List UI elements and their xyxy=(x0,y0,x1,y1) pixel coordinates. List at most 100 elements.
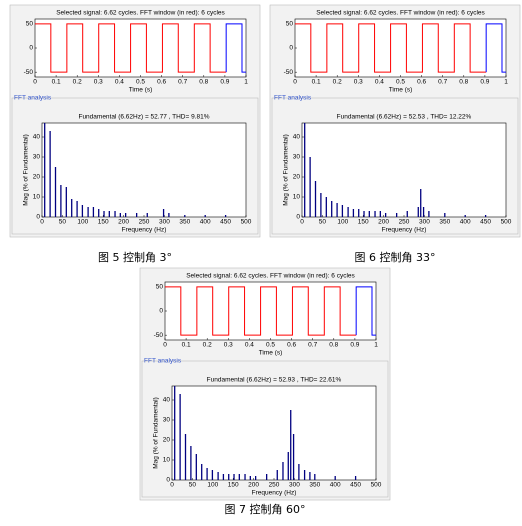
y-tick-label: 0 xyxy=(36,214,40,221)
x-tick-label: 200 xyxy=(118,219,129,226)
x-tick-label: 50 xyxy=(189,482,197,489)
x-tick-label: 0 xyxy=(293,79,297,86)
x-tick-label: 0.3 xyxy=(354,79,363,86)
chart-title: Selected signal: 6.62 cycles. FFT window… xyxy=(186,273,355,280)
y-tick-label: 30 xyxy=(33,154,41,161)
y-tick-label: -50 xyxy=(24,69,34,76)
chart-title: Selected signal: 6.62 cycles. FFT window… xyxy=(316,10,485,17)
y-tick-label: 10 xyxy=(33,194,41,201)
x-tick-label: 350 xyxy=(309,482,320,489)
x-tick-label: 50 xyxy=(59,219,67,226)
x-tick-label: 100 xyxy=(337,219,348,226)
x-tick-label: 0.5 xyxy=(266,342,275,349)
x-tick-label: 0.9 xyxy=(480,79,489,86)
x-tick-label: 200 xyxy=(378,219,389,226)
y-tick-label: 40 xyxy=(293,134,301,141)
x-tick-label: 250 xyxy=(399,219,410,226)
y-tick-label: 50 xyxy=(156,284,164,291)
x-tick-label: 250 xyxy=(139,219,150,226)
chart-title: Fundamental (6.62Hz) = 52.53 , THD= 12.2… xyxy=(337,114,472,121)
x-tick-label: 250 xyxy=(269,482,280,489)
signal-line xyxy=(485,23,506,73)
x-tick-label: 1 xyxy=(244,79,248,86)
x-tick-label: 400 xyxy=(200,219,211,226)
x-tick-label: 300 xyxy=(289,482,300,489)
y-tick-label: -50 xyxy=(284,69,294,76)
y-tick-label: 0 xyxy=(159,308,163,315)
x-tick-label: 500 xyxy=(241,219,252,226)
plot-area xyxy=(164,281,377,341)
y-tick-label: 0 xyxy=(166,477,170,484)
group-label: FFT analysis xyxy=(14,95,52,102)
x-tick-label: 0.4 xyxy=(375,79,384,86)
x-tick-label: 0.4 xyxy=(115,79,124,86)
plot-area xyxy=(34,18,247,78)
x-tick-label: 0.1 xyxy=(182,342,191,349)
x-tick-label: 0.2 xyxy=(203,342,212,349)
x-tick-label: 300 xyxy=(419,219,430,226)
x-tick-label: 0.7 xyxy=(308,342,317,349)
x-axis-label: Frequency (Hz) xyxy=(122,227,167,234)
y-tick-label: 0 xyxy=(289,45,293,52)
plot-area xyxy=(294,18,507,78)
x-tick-label: 350 xyxy=(179,219,190,226)
x-axis-label: Time (s) xyxy=(259,350,283,357)
x-tick-label: 0.6 xyxy=(157,79,166,86)
plot-area xyxy=(41,122,247,218)
x-tick-label: 50 xyxy=(319,219,327,226)
x-tick-label: 0 xyxy=(300,219,304,226)
x-tick-label: 0.8 xyxy=(199,79,208,86)
x-tick-label: 0 xyxy=(170,482,174,489)
x-tick-label: 1 xyxy=(374,342,378,349)
x-axis-label: Frequency (Hz) xyxy=(382,227,427,234)
group-label: FFT analysis xyxy=(274,95,312,102)
signal-line xyxy=(225,23,246,73)
x-tick-label: 450 xyxy=(220,219,231,226)
y-tick-label: 50 xyxy=(286,21,294,28)
x-tick-label: 400 xyxy=(460,219,471,226)
x-tick-label: 0 xyxy=(40,219,44,226)
y-axis-label: Mag (% of Fundamental) xyxy=(23,134,30,206)
y-tick-label: 10 xyxy=(293,194,301,201)
x-tick-label: 300 xyxy=(159,219,170,226)
x-tick-label: 0.5 xyxy=(136,79,145,86)
x-tick-label: 0.3 xyxy=(224,342,233,349)
x-tick-label: 0.2 xyxy=(333,79,342,86)
x-tick-label: 0.7 xyxy=(438,79,447,86)
chart-title: Selected signal: 6.62 cycles. FFT window… xyxy=(56,10,225,17)
x-tick-label: 0.3 xyxy=(94,79,103,86)
x-tick-label: 0.1 xyxy=(312,79,321,86)
y-tick-label: 0 xyxy=(29,45,33,52)
x-axis-label: Time (s) xyxy=(129,87,153,94)
x-tick-label: 450 xyxy=(350,482,361,489)
x-tick-label: 1 xyxy=(504,79,508,86)
y-tick-label: 20 xyxy=(293,174,301,181)
y-tick-label: -50 xyxy=(154,332,164,339)
y-tick-label: 20 xyxy=(163,437,171,444)
y-tick-label: 0 xyxy=(296,214,300,221)
signal-line xyxy=(355,286,376,336)
x-tick-label: 150 xyxy=(98,219,109,226)
x-tick-label: 500 xyxy=(371,482,382,489)
signal-line xyxy=(295,23,487,73)
x-tick-label: 200 xyxy=(248,482,259,489)
x-tick-label: 100 xyxy=(207,482,218,489)
x-tick-label: 0 xyxy=(33,79,37,86)
x-tick-label: 100 xyxy=(77,219,88,226)
x-tick-label: 0.9 xyxy=(220,79,229,86)
x-tick-label: 450 xyxy=(480,219,491,226)
plot-area xyxy=(301,122,507,218)
x-axis-label: Frequency (Hz) xyxy=(252,490,297,497)
y-tick-label: 10 xyxy=(163,457,171,464)
y-axis-label: Mag (% of Fundamental) xyxy=(153,397,160,469)
x-tick-label: 0.2 xyxy=(73,79,82,86)
group-box xyxy=(11,97,259,235)
x-tick-label: 150 xyxy=(358,219,369,226)
x-axis-label: Time (s) xyxy=(389,87,413,94)
x-tick-label: 0.8 xyxy=(329,342,338,349)
group-box xyxy=(271,97,519,235)
figure-caption: 图 5 控制角 3° xyxy=(98,250,172,264)
y-tick-label: 50 xyxy=(26,21,34,28)
y-tick-label: 20 xyxy=(33,174,41,181)
